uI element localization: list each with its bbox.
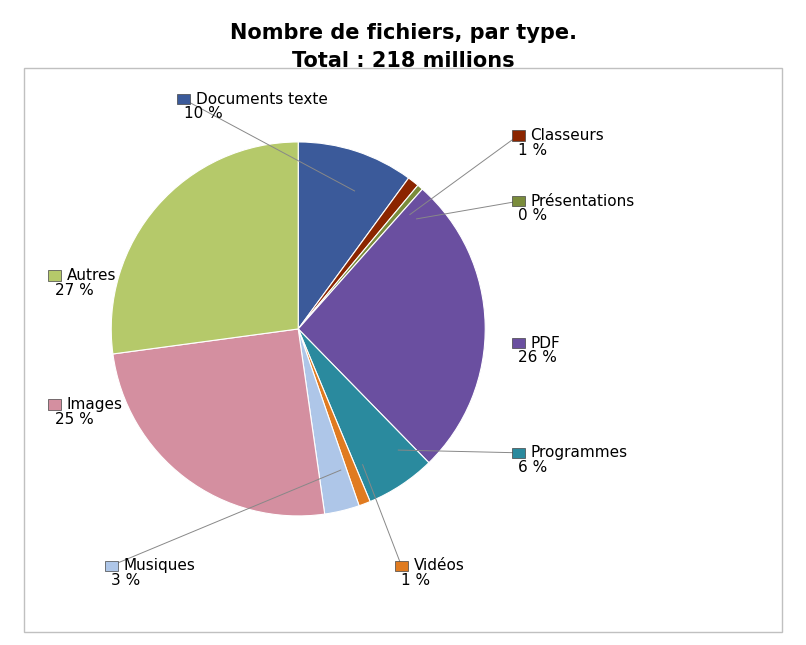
Text: Documents texte: Documents texte (196, 92, 328, 107)
Text: 26 %: 26 % (518, 350, 557, 365)
Text: 3 %: 3 % (111, 573, 140, 588)
Wedge shape (111, 142, 298, 354)
Text: 6 %: 6 % (518, 460, 547, 475)
Wedge shape (298, 329, 359, 514)
Text: 0 %: 0 % (518, 208, 547, 223)
Wedge shape (298, 178, 418, 329)
Text: Présentations: Présentations (530, 194, 634, 209)
Text: Musiques: Musiques (123, 558, 195, 573)
Text: 1 %: 1 % (518, 143, 547, 157)
Text: Nombre de fichiers, par type.
Total : 218 millions: Nombre de fichiers, par type. Total : 21… (230, 23, 576, 70)
Text: Images: Images (67, 397, 123, 412)
Text: 10 %: 10 % (184, 106, 222, 121)
Text: Classeurs: Classeurs (530, 128, 604, 143)
Text: 25 %: 25 % (55, 412, 93, 426)
Text: Vidéos: Vidéos (413, 558, 464, 573)
Wedge shape (113, 329, 325, 516)
Wedge shape (298, 189, 485, 462)
Wedge shape (298, 142, 409, 329)
Wedge shape (298, 329, 370, 506)
Text: PDF: PDF (530, 335, 560, 351)
Text: Programmes: Programmes (530, 445, 628, 461)
Wedge shape (298, 185, 422, 329)
Text: 27 %: 27 % (55, 283, 93, 297)
Wedge shape (298, 329, 429, 502)
Text: 1 %: 1 % (401, 573, 430, 588)
Text: Autres: Autres (67, 268, 116, 283)
